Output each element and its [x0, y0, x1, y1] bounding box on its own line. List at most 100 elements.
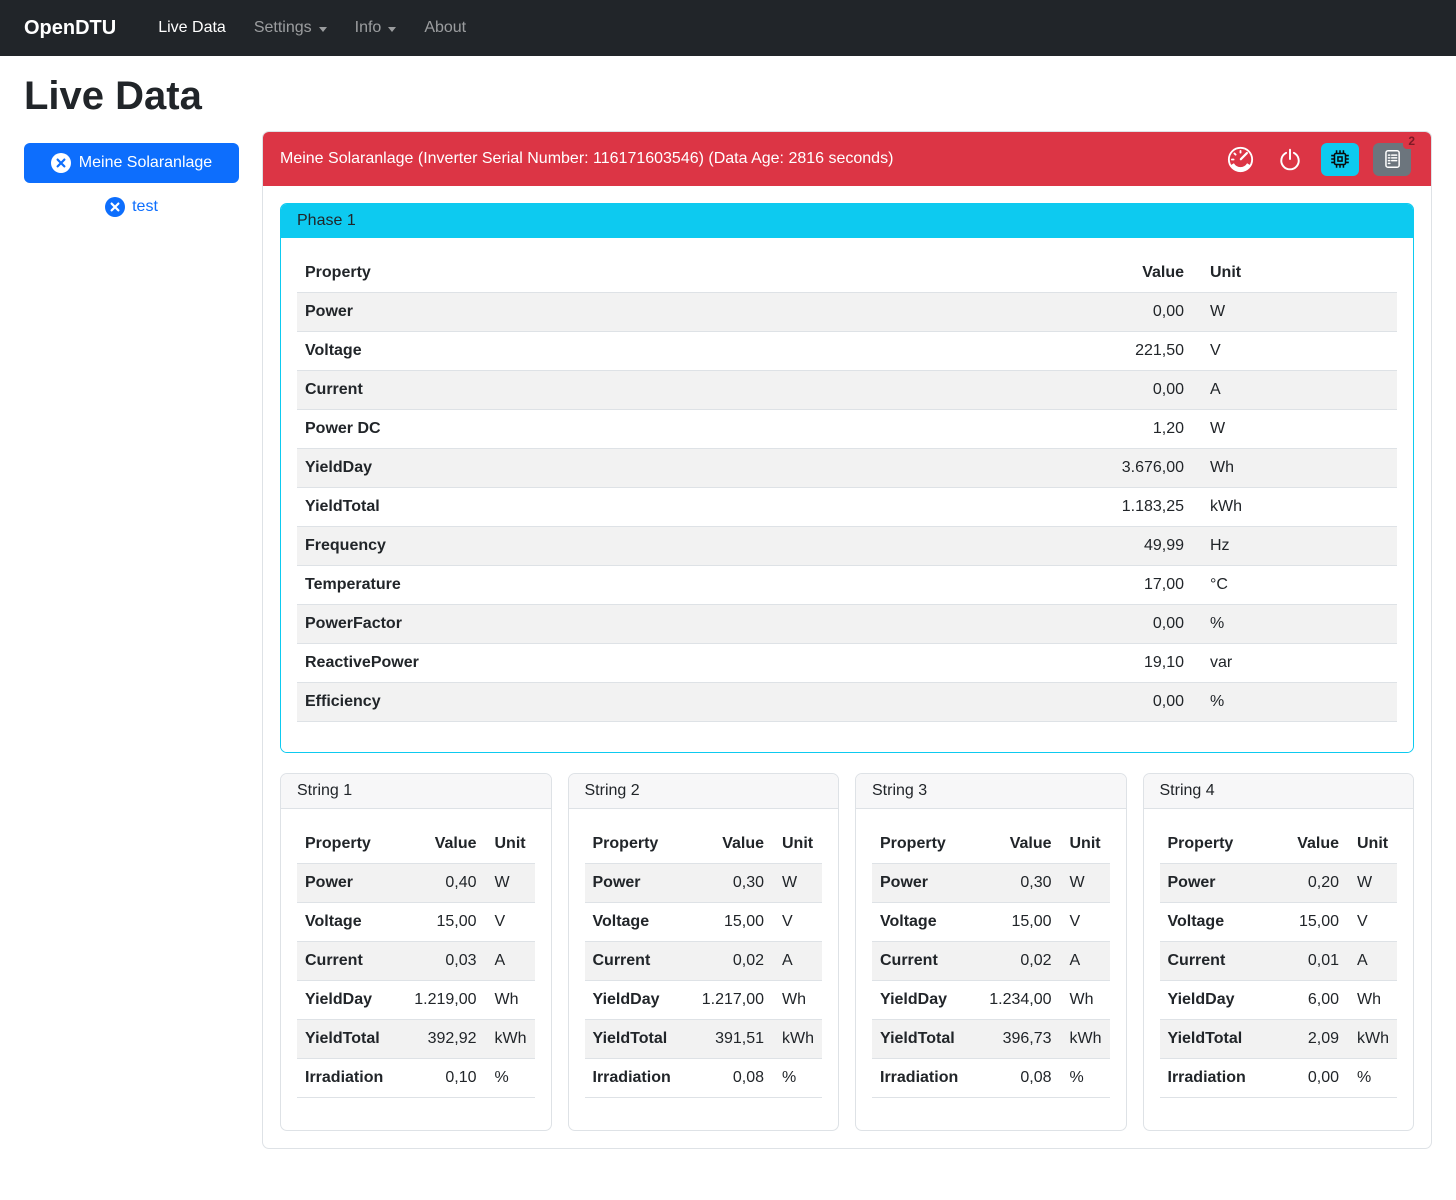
table-header-row: Property Value Unit — [584, 825, 822, 864]
column-header-unit: Unit — [484, 825, 535, 864]
nav-item-about[interactable]: About — [410, 11, 480, 45]
nav-item-label: Info — [354, 19, 382, 36]
unit-cell: % — [1347, 1058, 1397, 1098]
property-cell: YieldDay — [1159, 980, 1255, 1020]
value-cell: 15,00 — [392, 902, 485, 942]
page-title: Live Data — [24, 74, 202, 118]
value-cell: 0,01 — [1255, 941, 1347, 981]
nav-item-settings[interactable]: Settings — [240, 11, 341, 45]
nav-item-live-data[interactable]: Live Data — [144, 11, 240, 45]
property-cell: YieldTotal — [584, 1019, 680, 1059]
unit-cell: % — [1192, 604, 1397, 644]
property-cell: YieldDay — [297, 448, 1072, 488]
unit-cell: W — [1192, 409, 1397, 449]
table-row: Irradiation 0,08% — [872, 1058, 1110, 1098]
value-cell: 0,03 — [392, 941, 485, 981]
table-row: YieldTotal 2,09 kWh — [1159, 1019, 1397, 1059]
power-control-button[interactable] — [1273, 147, 1307, 171]
value-cell: 2,09 — [1255, 1019, 1347, 1059]
inverter-select-button[interactable]: Meine Solaranlage — [24, 143, 239, 183]
chevron-down-icon — [318, 26, 327, 32]
test-link[interactable]: test — [24, 197, 239, 217]
table-row: Current 0,00 A — [297, 370, 1397, 410]
value-cell: 15,00 — [1255, 902, 1347, 942]
table-row: Voltage 221,50 V — [297, 331, 1397, 371]
inverter-title: Meine Solaranlage (Inverter Serial Numbe… — [280, 150, 894, 167]
unit-cell: % — [772, 1058, 822, 1098]
column-header-unit: Unit — [1192, 254, 1397, 293]
value-cell: 396,73 — [967, 1019, 1060, 1059]
property-cell: ReactivePower — [297, 643, 1072, 683]
table-row: Power 0,40 W — [297, 863, 535, 903]
main-content: Meine Solaranlage (Inverter Serial Numbe… — [262, 131, 1432, 1149]
unit-cell: kWh — [484, 1019, 535, 1059]
value-cell: 0,00 — [1072, 292, 1192, 332]
chevron-down-icon — [388, 26, 397, 32]
table-row: YieldTotal 391,51 kWh — [584, 1019, 822, 1059]
value-cell: 17,00 — [1072, 565, 1192, 605]
inverter-card: Meine Solaranlage (Inverter Serial Numbe… — [262, 131, 1432, 1149]
event-log-button[interactable]: 2 — [1373, 131, 1420, 176]
property-cell: Voltage — [297, 331, 1072, 371]
value-cell: 0,00 — [1255, 1058, 1347, 1098]
table-row: Frequency 49,99 Hz — [297, 526, 1397, 566]
column-header-unit: Unit — [1059, 825, 1110, 864]
value-cell: 1.217,00 — [680, 980, 772, 1020]
page: Live Data Meine Solaranlage test — [0, 74, 1456, 1149]
value-cell: 0,30 — [680, 863, 772, 903]
phase-table: Property Value Unit Power 0,00 W Voltage 221,50… — [297, 254, 1397, 722]
value-cell: 6,00 — [1255, 980, 1347, 1020]
value-cell: 49,99 — [1072, 526, 1192, 566]
brand-opendtu[interactable]: OpenDTU — [24, 16, 117, 39]
property-cell: Power — [872, 863, 968, 903]
value-cell: 1,20 — [1072, 409, 1192, 449]
property-cell: Current — [297, 941, 393, 981]
unit-cell: kWh — [1347, 1019, 1397, 1059]
property-cell: Power — [297, 292, 1072, 332]
table-row: Irradiation 0,00% — [1159, 1058, 1397, 1098]
unit-cell: Hz — [1192, 526, 1397, 566]
column-header-property: Property — [584, 825, 680, 864]
unit-cell: Wh — [772, 980, 822, 1020]
table-header-row: Property Value Unit — [1159, 825, 1397, 864]
inverter-card-body: Phase 1 Property Value Unit Power 0,00 W Volta… — [263, 186, 1431, 1148]
table-row: Irradiation 0,10% — [297, 1058, 535, 1098]
string-card-header: String 4 — [1143, 774, 1413, 809]
table-row: Power 0,20 W — [1159, 863, 1397, 903]
value-cell: 19,10 — [1072, 643, 1192, 683]
column-header-property: Property — [872, 825, 968, 864]
table-row: PowerFactor 0,00% — [297, 604, 1397, 644]
column-header-unit: Unit — [1347, 825, 1397, 864]
limit-settings-button[interactable] — [1222, 146, 1259, 173]
column-header-value: Value — [680, 825, 772, 864]
column-header-value: Value — [392, 825, 485, 864]
property-cell: YieldTotal — [1159, 1019, 1255, 1059]
table-row: YieldDay 6,00 Wh — [1159, 980, 1397, 1020]
nav-item-label: About — [424, 19, 467, 36]
table-row: YieldDay 3.676,00 Wh — [297, 448, 1397, 488]
value-cell: 0,08 — [967, 1058, 1060, 1098]
string-card-3: String 3 Property Value Unit Power 0,30 W Volta… — [855, 773, 1127, 1131]
property-cell: YieldTotal — [297, 487, 1072, 527]
device-info-button[interactable] — [1321, 142, 1359, 176]
unit-cell: A — [484, 941, 535, 981]
inverter-card-header: Meine Solaranlage (Inverter Serial Numbe… — [263, 131, 1431, 186]
table-row: YieldTotal 396,73 kWh — [872, 1019, 1110, 1059]
property-cell: Irradiation — [1159, 1058, 1255, 1098]
value-cell: 1.219,00 — [392, 980, 485, 1020]
unit-cell: V — [484, 902, 535, 942]
unit-cell: V — [1192, 331, 1397, 371]
inverter-select-label: Meine Solaranlage — [78, 154, 213, 171]
table-row: Voltage 15,00 V — [584, 902, 822, 942]
unit-cell: W — [1347, 863, 1397, 903]
table-row: Temperature 17,00 °C — [297, 565, 1397, 605]
table-row: YieldDay 1.217,00 Wh — [584, 980, 822, 1020]
value-cell: 0,00 — [1072, 370, 1192, 410]
column-header-property: Property — [297, 825, 393, 864]
property-cell: Temperature — [297, 565, 1072, 605]
x-circle-icon — [105, 197, 126, 217]
nav-item-info[interactable]: Info — [341, 11, 411, 45]
unit-cell: % — [484, 1058, 535, 1098]
phase-card-body: Property Value Unit Power 0,00 W Voltage 221,50… — [281, 238, 1413, 752]
property-cell: Frequency — [297, 526, 1072, 566]
